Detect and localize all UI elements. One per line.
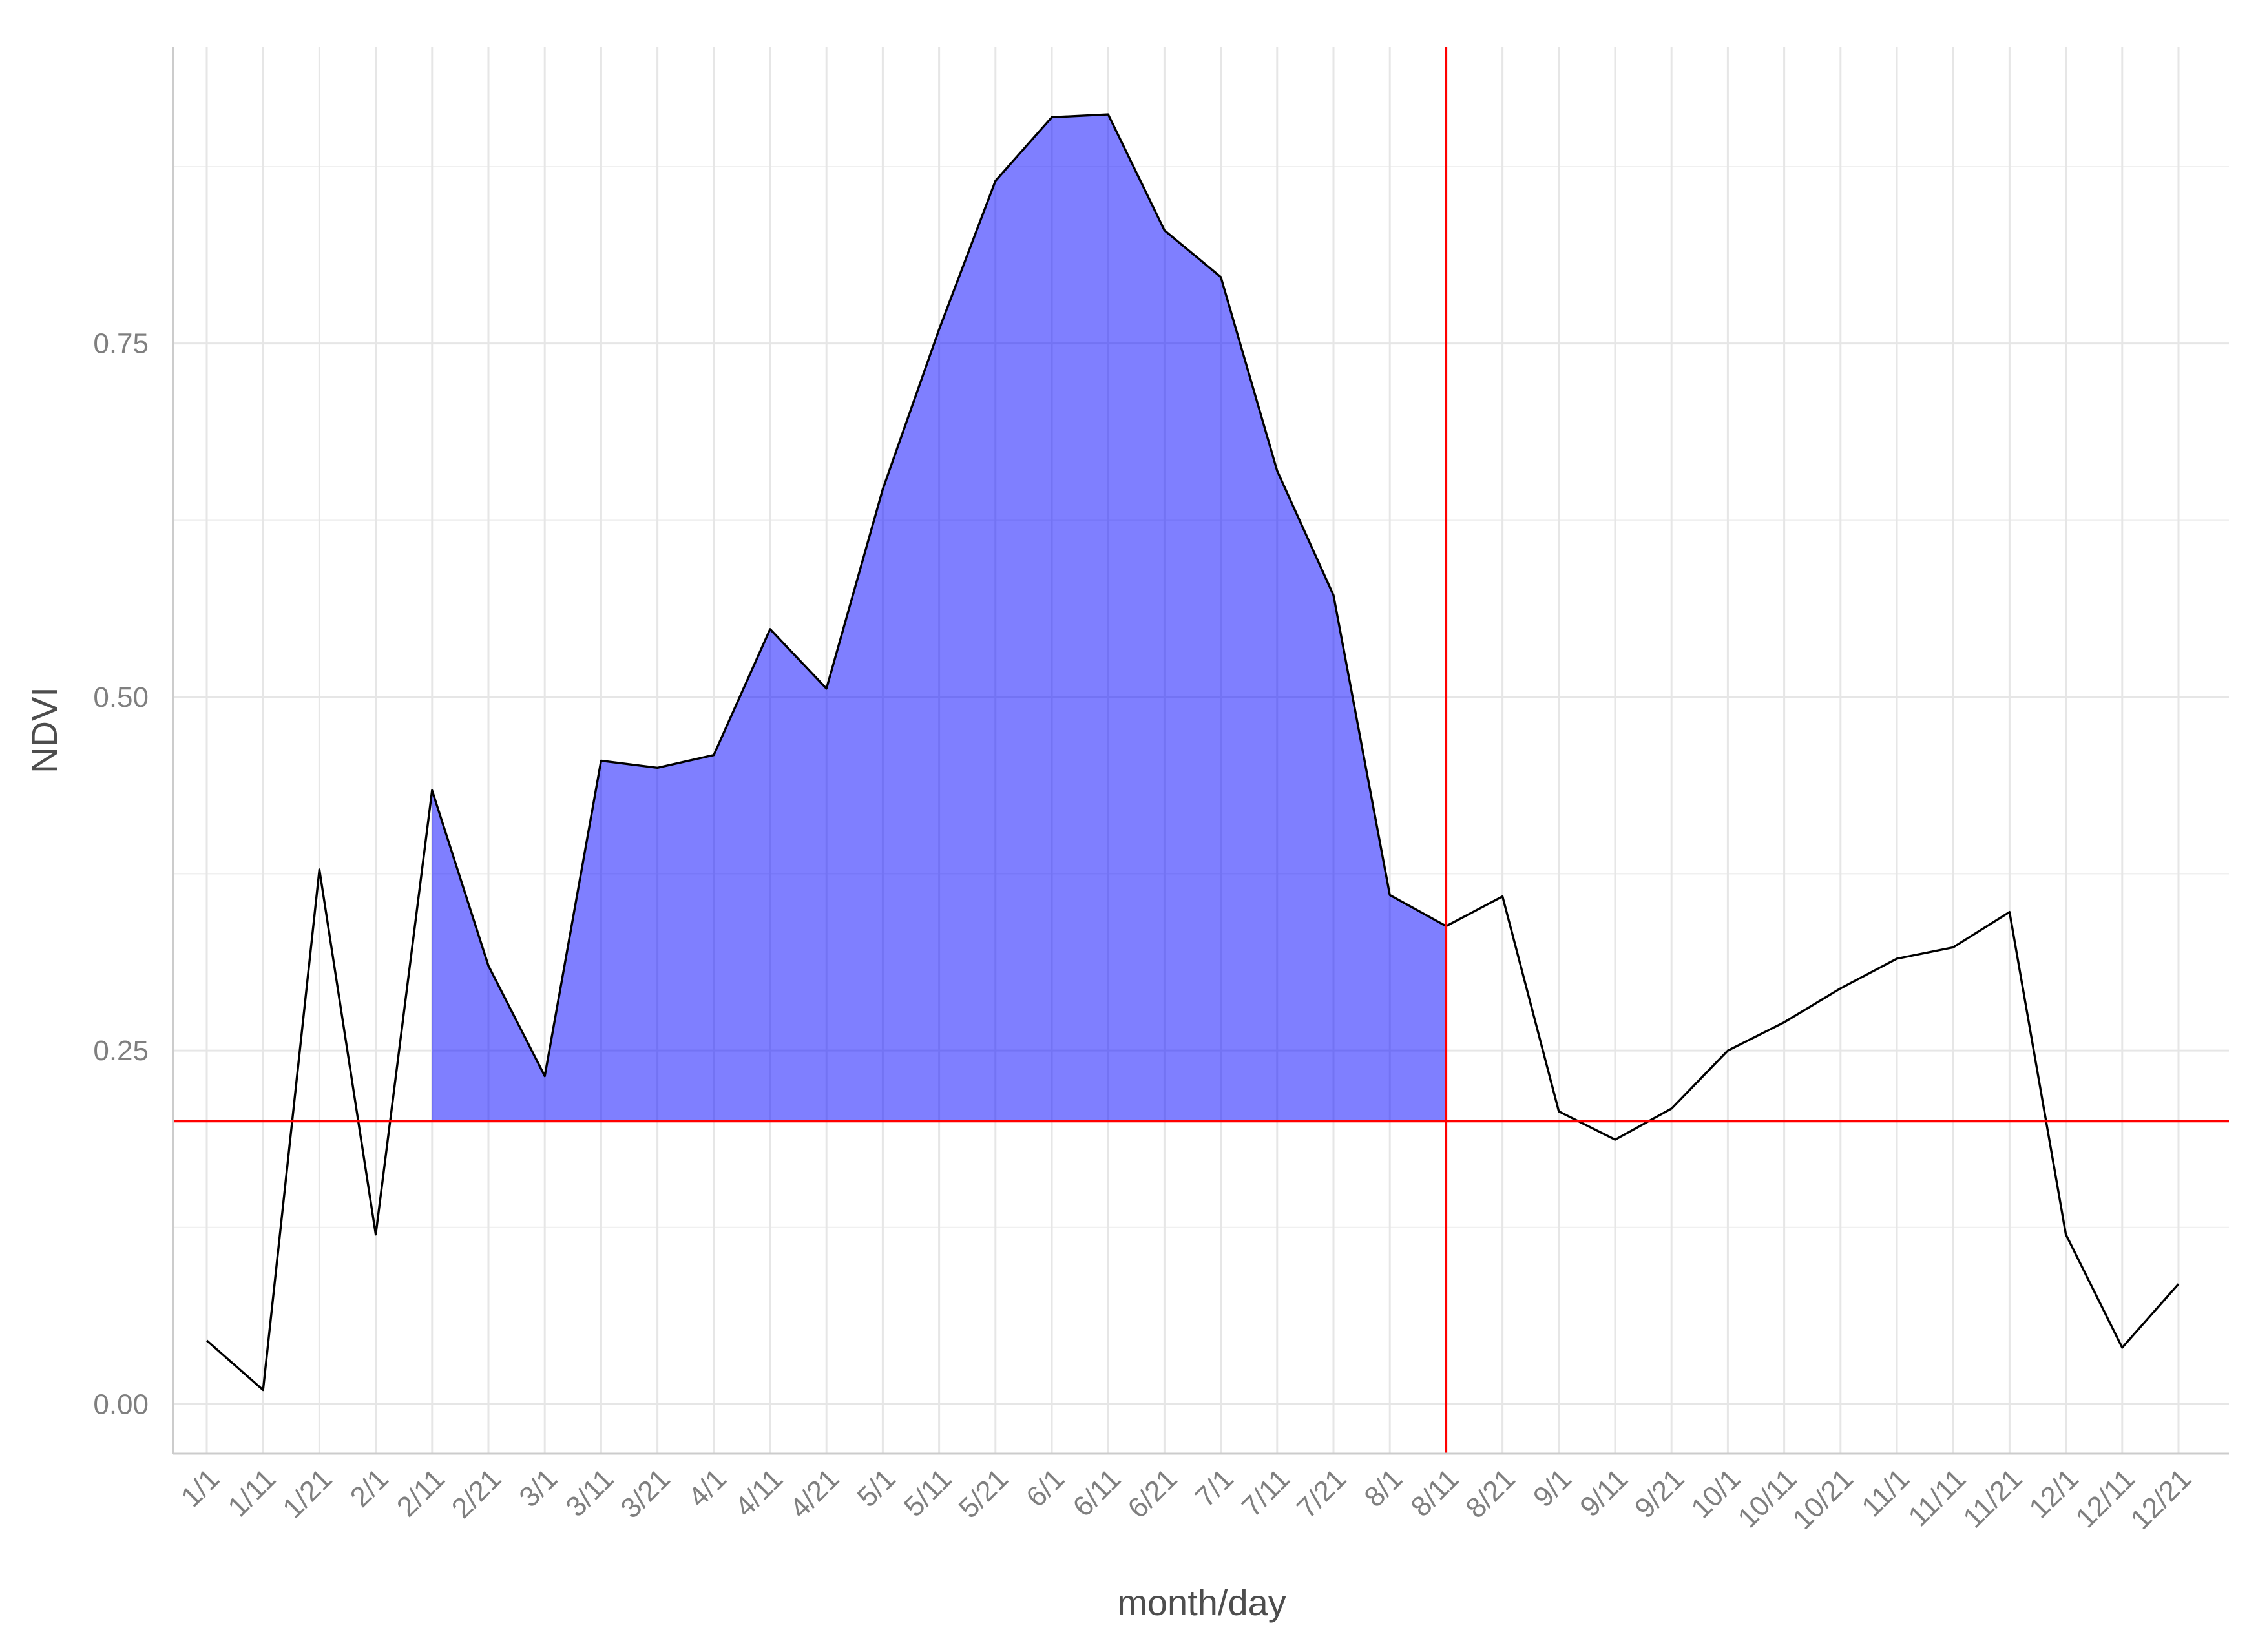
x-tick-label: 9/21: [1629, 1463, 1690, 1524]
x-tick-label: 10/21: [1786, 1463, 1859, 1536]
x-tick-label: 5/11: [898, 1463, 958, 1523]
y-tick-label: 0.25: [93, 1035, 149, 1067]
y-tick-label: 0.75: [93, 328, 149, 360]
shaded-area: [432, 114, 1447, 1122]
x-tick-label: 2/1: [344, 1463, 395, 1513]
x-tick-label: 9/11: [1574, 1463, 1634, 1523]
y-tick-label: 0.50: [93, 682, 149, 713]
x-tick-label: 7/21: [1291, 1463, 1352, 1524]
x-tick-label: 4/11: [729, 1463, 789, 1523]
x-tick-label: 4/1: [682, 1463, 733, 1513]
ndvi-series-line: [205, 113, 2180, 1392]
x-tick-label: 7/1: [1189, 1463, 1240, 1513]
x-tick-label: 8/21: [1459, 1463, 1521, 1524]
x-tick-label: 1/11: [222, 1463, 282, 1523]
x-tick-label: 2/11: [391, 1463, 451, 1523]
axes: [172, 47, 2229, 1455]
x-tick-label: 11/11: [1902, 1463, 1972, 1532]
x-tick-label: 4/21: [784, 1463, 845, 1524]
x-tick-label: 6/11: [1067, 1463, 1127, 1523]
x-tick-label: 1/21: [277, 1463, 338, 1524]
x-tick-label: 6/21: [1122, 1463, 1183, 1524]
x-tick-label: 12/11: [2070, 1463, 2141, 1534]
x-tick-label: 7/11: [1236, 1463, 1296, 1523]
y-axis-title: NDVI: [24, 687, 65, 773]
x-tick-label: 3/1: [513, 1463, 563, 1513]
x-tick-label: 5/1: [852, 1463, 902, 1513]
x-tick-label: 8/11: [1405, 1463, 1465, 1523]
y-tick-label: 0.00: [93, 1388, 149, 1420]
x-tick-labels: 1/11/111/21 2/12/112/21 3/13/113/21 4/14/11…: [175, 1463, 2197, 1536]
x-tick-label: 5/21: [953, 1463, 1014, 1524]
shaded-area-group: [432, 114, 1447, 1122]
reference-lines-group: [173, 47, 2229, 1454]
y-tick-labels: 0.00 0.25 0.50 0.75: [93, 328, 149, 1421]
x-axis-title: month/day: [1117, 1582, 1286, 1623]
series-group: [205, 113, 2180, 1392]
x-tick-label: 9/1: [1527, 1463, 1578, 1513]
x-tick-label: 10/11: [1731, 1463, 1803, 1534]
x-tick-label: 2/21: [446, 1463, 507, 1524]
x-tick-label: 12/21: [2125, 1463, 2198, 1536]
x-tick-label: 8/1: [1358, 1463, 1408, 1513]
x-tick-label: 3/21: [614, 1463, 676, 1524]
x-tick-label: 1/1: [175, 1463, 225, 1513]
x-tick-label: 6/1: [1020, 1463, 1071, 1513]
x-tick-label: 11/21: [1957, 1463, 2028, 1534]
x-tick-label: 3/11: [560, 1463, 620, 1523]
